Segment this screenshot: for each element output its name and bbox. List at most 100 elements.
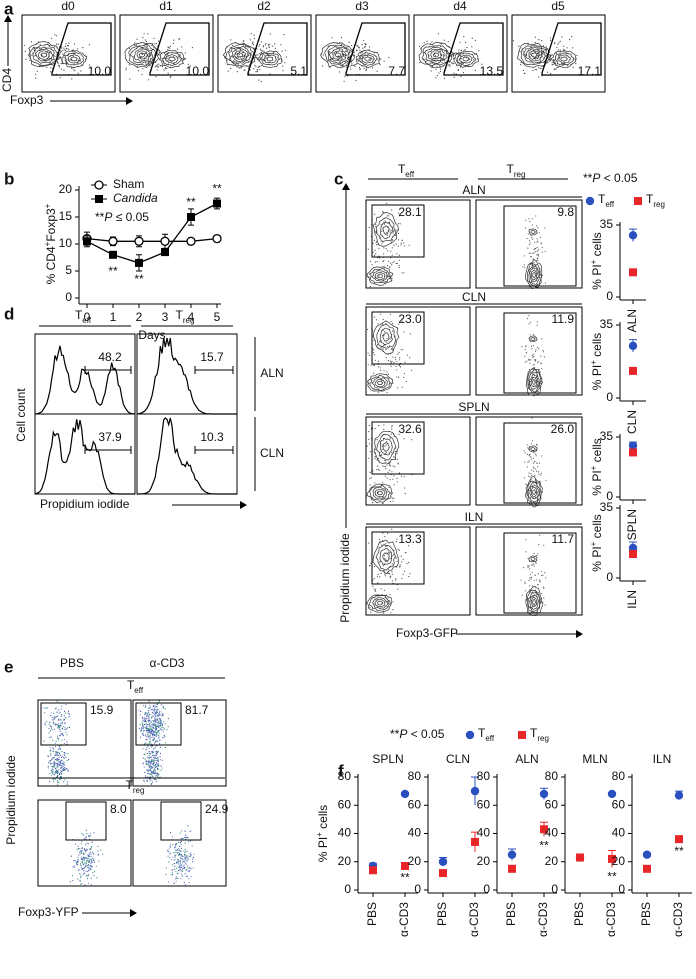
event-dot <box>60 712 61 713</box>
event-dot <box>399 265 400 266</box>
axis-label: Foxp3-YFP <box>18 905 79 919</box>
marker <box>629 342 637 350</box>
event-dot <box>378 366 379 367</box>
event-dot <box>366 44 367 45</box>
event-dot <box>543 598 544 599</box>
event-dot <box>399 472 400 473</box>
event-dot <box>387 215 388 216</box>
event-dot <box>58 63 59 64</box>
gate-value: 17.1 <box>578 64 602 78</box>
x-tick-label: α-CD3 <box>467 902 481 937</box>
event-dot <box>55 779 56 780</box>
event-dot <box>153 737 154 738</box>
event-dot <box>187 837 188 838</box>
event-dot <box>190 856 191 857</box>
event-dot <box>529 476 530 477</box>
event-dot <box>180 862 181 863</box>
x-tick-label: α-CD3 <box>671 902 685 937</box>
event-dot <box>370 484 371 485</box>
event-dot <box>339 49 340 50</box>
event-dot <box>150 707 151 708</box>
event-dot <box>540 237 541 238</box>
event-dot <box>518 46 519 47</box>
event-dot <box>161 720 162 721</box>
event-dot <box>471 46 472 47</box>
contour <box>433 53 439 57</box>
event-dot <box>189 871 190 872</box>
y-tick-label: 0 <box>606 289 613 303</box>
marker <box>109 237 117 245</box>
event-dot <box>157 706 158 707</box>
event-dot <box>160 728 161 729</box>
event-dot <box>153 765 154 766</box>
event-dot <box>69 714 70 715</box>
event-dot <box>72 866 73 867</box>
event-dot <box>153 723 154 724</box>
event-dot <box>81 850 82 851</box>
event-dot <box>401 244 402 245</box>
event-dot <box>150 766 151 767</box>
event-dot <box>51 38 52 39</box>
event-dot <box>541 68 542 69</box>
event-dot <box>369 355 370 356</box>
x-tick-label: 5 <box>214 310 221 324</box>
event-dot <box>453 56 454 57</box>
event-dot <box>554 43 555 44</box>
y-axis-label: % PI+ cells <box>589 333 605 390</box>
y-tick-label: 0 <box>551 882 558 896</box>
event-dot <box>68 42 69 43</box>
event-dot <box>396 376 397 377</box>
event-dot <box>64 758 65 759</box>
event-dot <box>384 574 385 575</box>
event-dot <box>368 543 369 544</box>
y-tick-label: 0 <box>483 882 490 896</box>
event-dot <box>158 735 159 736</box>
event-dot <box>183 838 184 839</box>
event-dot <box>532 253 533 254</box>
event-dot <box>125 69 126 70</box>
event-dot <box>256 57 257 58</box>
event-dot <box>147 780 148 781</box>
event-dot <box>374 354 375 355</box>
event-dot <box>181 874 182 875</box>
event-dot <box>332 58 333 59</box>
event-dot <box>541 473 542 474</box>
event-dot <box>155 770 156 771</box>
event-dot <box>409 357 410 358</box>
event-dot <box>381 544 382 545</box>
event-dot <box>336 52 337 53</box>
gate-value: 10.0 <box>88 64 112 78</box>
event-dot <box>394 466 395 467</box>
event-dot <box>60 765 61 766</box>
contour <box>531 270 537 280</box>
y-tick-label: 0 <box>606 570 613 584</box>
event-dot <box>526 352 527 353</box>
event-dot <box>71 78 72 79</box>
event-dot <box>368 431 369 432</box>
event-dot <box>47 707 48 708</box>
event-dot <box>157 775 158 776</box>
event-dot <box>560 41 561 42</box>
event-dot <box>66 768 67 769</box>
event-dot <box>154 714 155 715</box>
event-dot <box>534 248 535 249</box>
panel-label: e <box>4 657 13 676</box>
event-dot <box>440 43 441 44</box>
y-axis-label-part: cells <box>590 232 604 259</box>
event-dot <box>373 373 374 374</box>
event-dot <box>258 67 259 68</box>
event-dot <box>138 70 139 71</box>
event-dot <box>394 261 395 262</box>
event-dot <box>152 735 153 736</box>
event-dot <box>533 467 534 468</box>
significance: ** <box>674 844 684 858</box>
event-dot <box>161 765 162 766</box>
event-dot <box>168 726 169 727</box>
gate-value: 11.7 <box>552 532 575 546</box>
event-dot <box>535 468 536 469</box>
event-dot <box>147 770 148 771</box>
event-dot <box>188 841 189 842</box>
event-dot <box>84 868 85 869</box>
event-dot <box>368 352 369 353</box>
event-dot <box>151 717 152 718</box>
